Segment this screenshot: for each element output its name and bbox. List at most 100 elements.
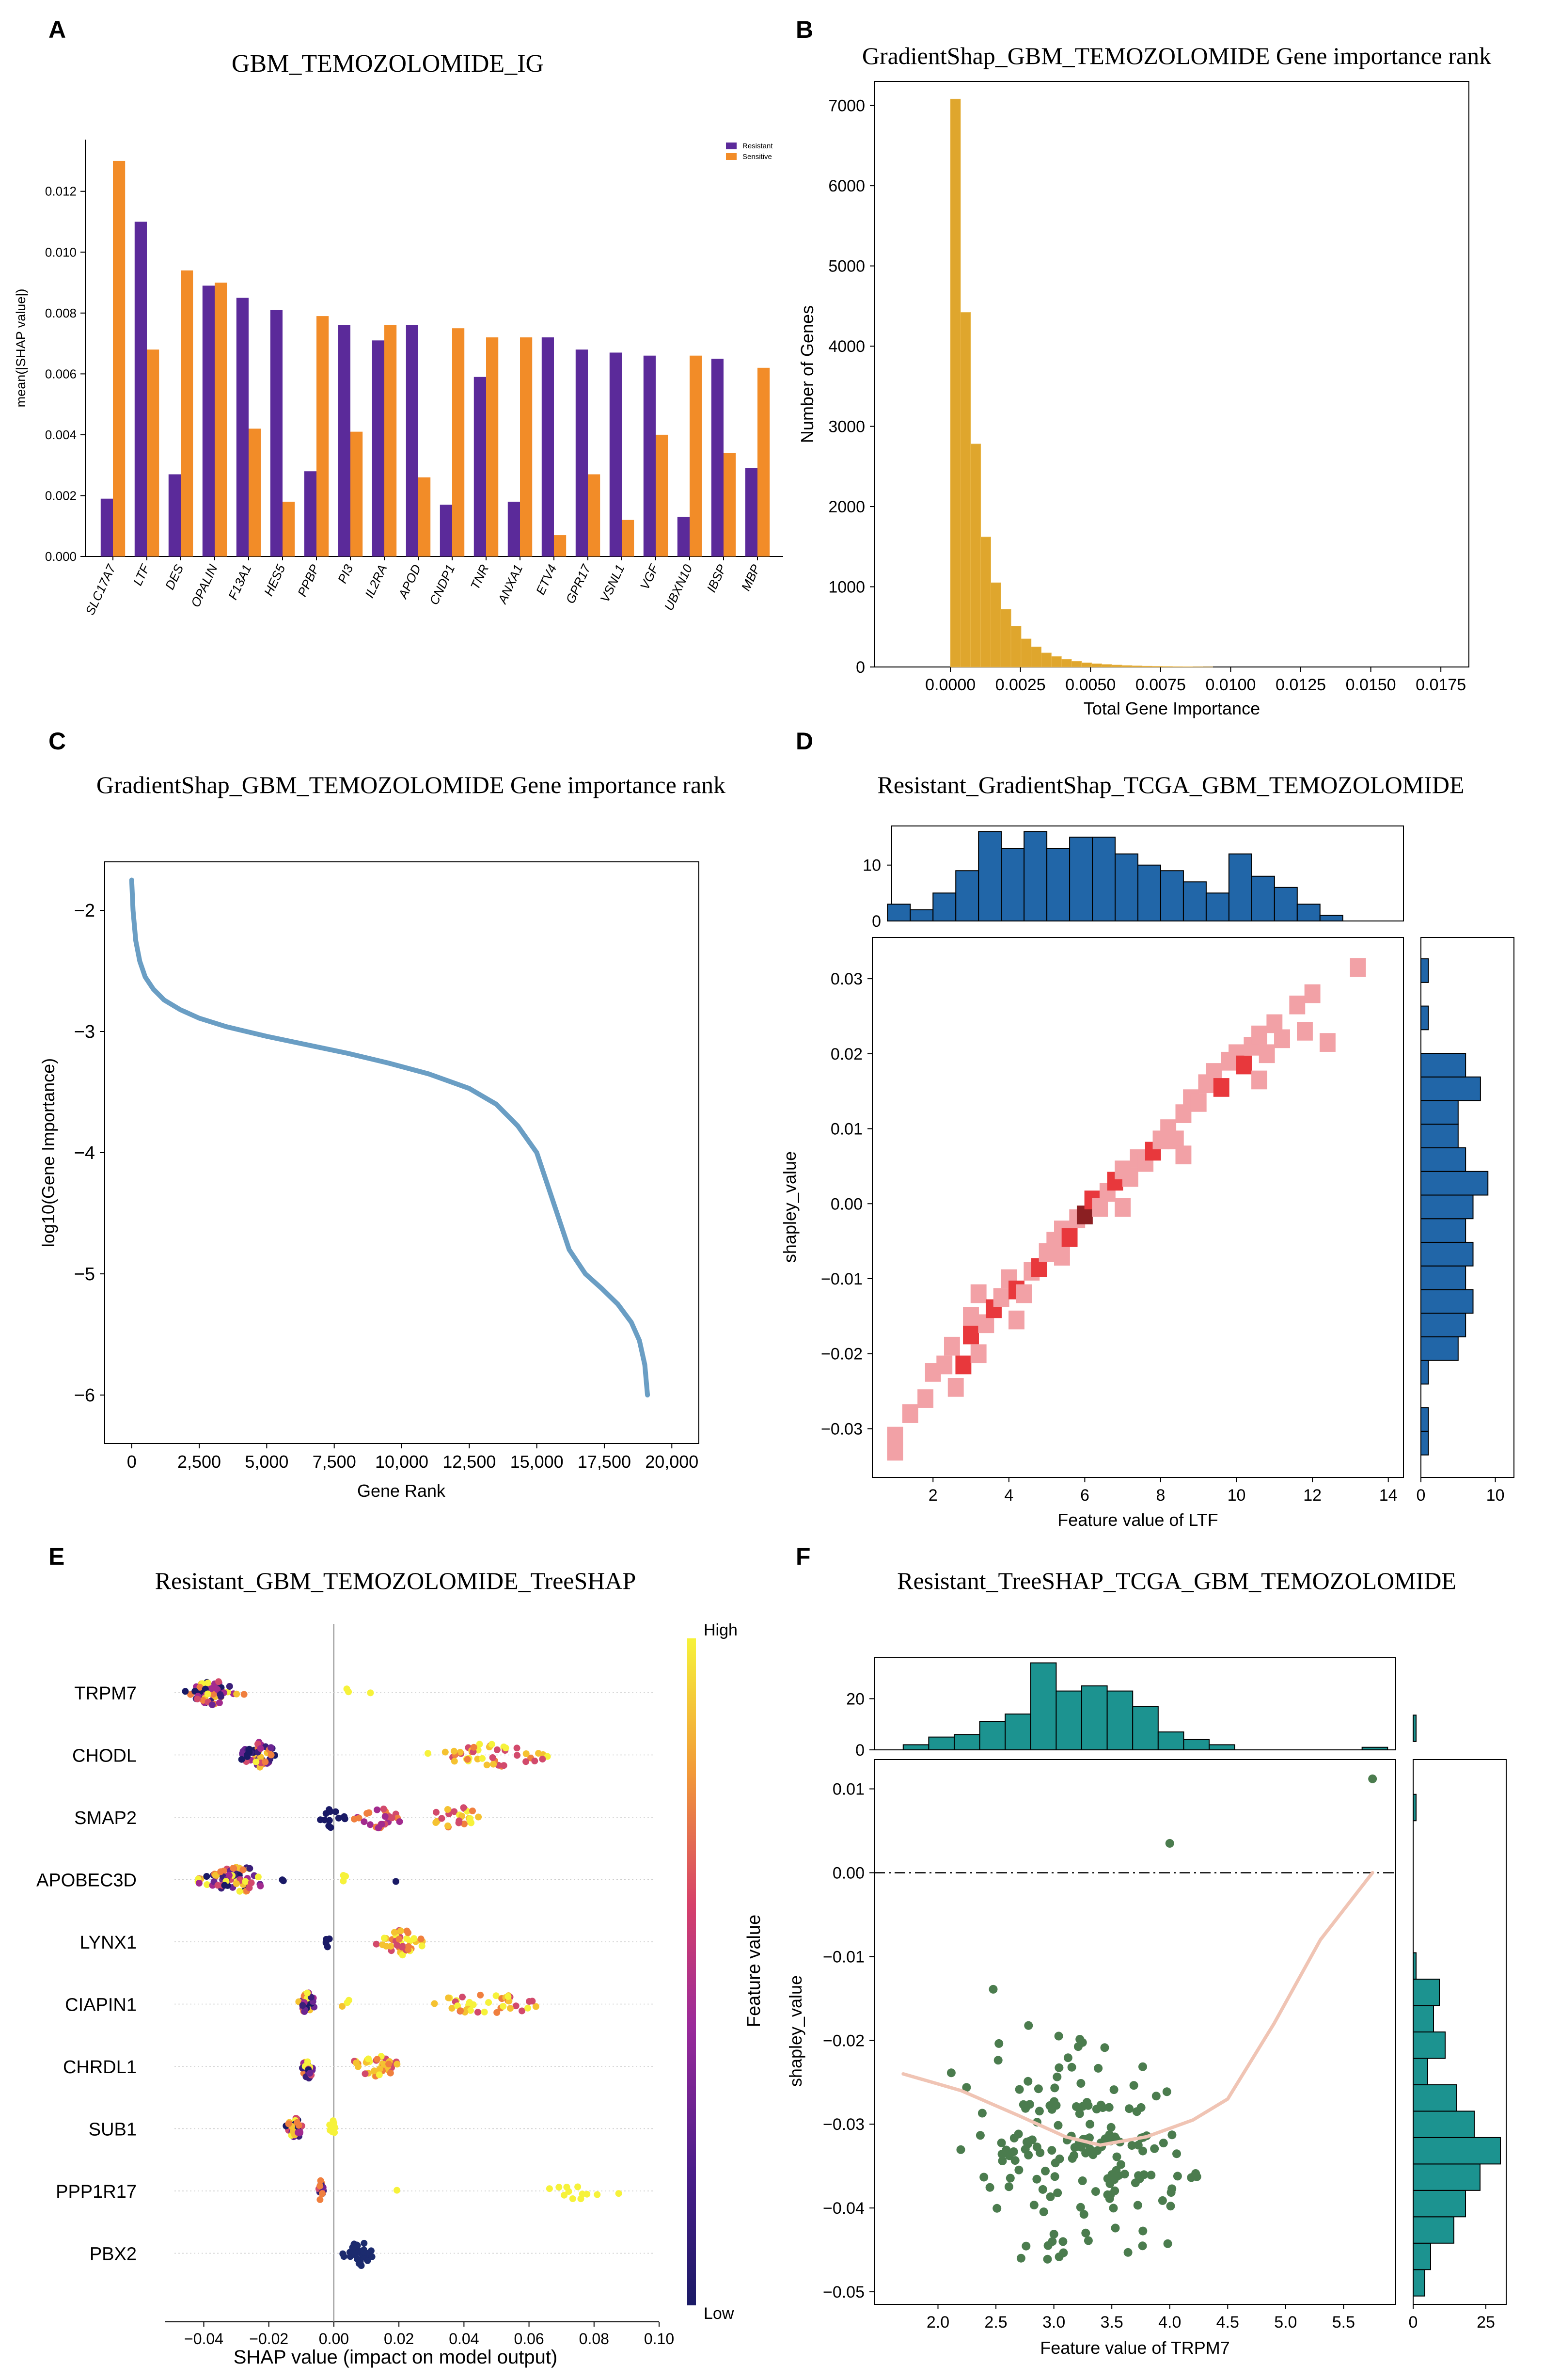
bar-sensitive-anxa1 (520, 337, 533, 556)
bar-sensitive-ppbp (316, 316, 329, 556)
a-xtick-label: IL2RA (362, 562, 390, 600)
e-shap-point (233, 1690, 240, 1698)
e-shap-point (204, 1881, 211, 1888)
e-shap-point (339, 2003, 346, 2010)
f-scatter-point (1138, 2226, 1148, 2236)
e-xtick-label: 0.06 (514, 2330, 544, 2348)
d-top-hist-bar (1115, 853, 1138, 922)
panel-c-xlabel: Gene Rank (357, 1481, 446, 1501)
d-right-hist-bar (1420, 1147, 1466, 1172)
f-scatter-point (1151, 2092, 1161, 2101)
e-shap-point (405, 1943, 412, 1950)
e-shap-point (233, 1880, 240, 1888)
e-shap-point (531, 1757, 538, 1764)
d-top-hist-bar (1205, 892, 1229, 921)
colorbar-low: Low (704, 2304, 734, 2323)
bar-sensitive-opalin (215, 283, 227, 556)
panel-e-xlabel: SHAP value (impact on model output) (234, 2347, 558, 2368)
panel-e-title: Resistant_GBM_TEMOZOLOMIDE_TreeSHAP (155, 1567, 636, 1594)
f-scatter-point (1076, 2079, 1086, 2088)
e-shap-point (492, 1992, 500, 1999)
f-xtick-label: 4.5 (1216, 2313, 1239, 2332)
b-xtick-label: 0.0025 (995, 676, 1046, 694)
d-xtick-label: 6 (1080, 1486, 1089, 1505)
legend-sensitive-swatch (726, 153, 737, 160)
e-shap-point (299, 2002, 306, 2009)
e-shap-point (205, 1680, 211, 1686)
e-shap-point (360, 2249, 367, 2256)
f-scatter-point (997, 2138, 1006, 2147)
d-xtick-label: 12 (1303, 1486, 1322, 1505)
d-top-hist-bar (1137, 864, 1161, 922)
a-xtick-label: F13A1 (225, 562, 254, 602)
e-shap-point (394, 2187, 400, 2194)
e-shap-point (318, 2190, 326, 2197)
e-shap-point (335, 1814, 342, 1822)
c-ytick-label: −2 (74, 901, 95, 921)
f-scatter-point (1038, 2185, 1047, 2194)
bar-sensitive-tnr (486, 337, 499, 556)
e-shap-point (317, 2177, 324, 2184)
e-shap-point (207, 1685, 215, 1692)
f-scatter-point (1024, 2077, 1033, 2086)
e-shap-point (431, 2000, 438, 2007)
e-shap-point (306, 2070, 314, 2077)
e-shap-point (358, 2262, 365, 2269)
e-shap-point (522, 1758, 530, 1765)
panel-a-ylabel: mean(|SHAP value|) (14, 289, 28, 408)
d-xtick-label: 8 (1156, 1486, 1166, 1505)
e-feature-lynx1: LYNX1 (79, 1933, 137, 1953)
a-xtick-label: PPBP (295, 562, 322, 599)
e-shap-point (433, 1809, 440, 1816)
f-scatter-point (1050, 2083, 1059, 2093)
e-shap-point (396, 1818, 403, 1825)
e-shap-point (226, 1683, 233, 1690)
c-xtick-label: 20,000 (645, 1452, 698, 1472)
bar-resistant-mbp (745, 468, 757, 556)
panel-b: B GradientShap_GBM_TEMOZOLOMIDE Gene imp… (796, 16, 1491, 718)
d-heat-cell (1061, 1228, 1078, 1247)
d-right-hist-bar (1420, 1289, 1474, 1314)
bar-resistant-ltf (134, 222, 147, 557)
e-shap-point (294, 2119, 301, 2126)
d-right-hist-bar (1420, 1241, 1474, 1267)
f-scatter-point (979, 2173, 989, 2182)
e-shap-point (539, 1756, 546, 1763)
b-hist-bar (1000, 609, 1011, 667)
d-right-xtick-label: 0 (1417, 1486, 1426, 1505)
colorbar-label: Feature value (744, 1915, 764, 2027)
e-shap-point (268, 1751, 275, 1759)
e-shap-point (577, 2195, 584, 2203)
f-scatter-point (1117, 2160, 1125, 2169)
f-scatter-point (1138, 2241, 1147, 2251)
b-ytick-label: 1000 (828, 578, 865, 597)
bar-resistant-hes5 (270, 310, 283, 556)
e-shap-point (470, 2001, 477, 2008)
f-scatter-point (1034, 2084, 1043, 2094)
d-heat-cell (1319, 1033, 1336, 1052)
e-shap-point (376, 2071, 383, 2079)
f-scatter-point (1054, 2031, 1063, 2041)
bar-sensitive-etv4 (554, 535, 567, 556)
colorbar-high: High (704, 1621, 738, 1639)
e-shap-point (474, 2009, 481, 2016)
e-xtick-label: 0.04 (449, 2330, 479, 2348)
c-xtick-label: 15,000 (510, 1452, 564, 1472)
e-shap-point (262, 1758, 269, 1765)
a-xtick-label: ETV4 (533, 562, 560, 597)
e-shap-point (191, 1688, 199, 1695)
a-xtick-label: ANXA1 (494, 562, 525, 607)
e-shap-point (594, 2191, 601, 2198)
f-scatter-point (1112, 2166, 1121, 2175)
b-hist-bar (970, 444, 981, 667)
d-right-xtick-label: 10 (1486, 1486, 1505, 1505)
f-scatter-point (1111, 2223, 1120, 2233)
f-scatter-point (1043, 2254, 1052, 2264)
b-ytick-label: 6000 (828, 177, 865, 195)
d-heat-cell (1350, 958, 1366, 977)
a-xtick-label: VSNL1 (597, 562, 627, 604)
panel-f-ylabel: shapley_value (786, 1975, 805, 2087)
bar-sensitive-apod (418, 477, 431, 556)
a-xtick-label: APOD (395, 562, 424, 602)
d-heat-cell (963, 1307, 979, 1326)
